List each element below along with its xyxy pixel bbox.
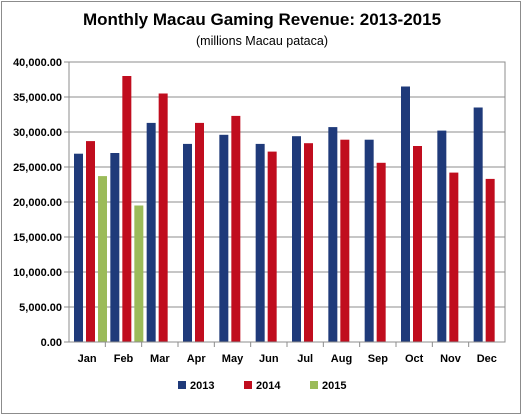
chart-title: Monthly Macau Gaming Revenue: 2013-2015 <box>82 10 442 29</box>
bar-2014-may <box>231 115 241 343</box>
bar-2013-nov <box>437 130 447 342</box>
bar-2015-jan <box>98 176 107 342</box>
y-tick-label: 0.00 <box>41 337 62 349</box>
x-tick-label: Apr <box>187 353 207 365</box>
legend-label-2013: 2013 <box>190 380 214 392</box>
bar-2014-mar <box>158 93 168 342</box>
legend-label-2015: 2015 <box>322 380 346 392</box>
bar-2013-jan <box>74 153 83 342</box>
bar-2015-feb <box>134 205 144 342</box>
bar-2014-sep <box>376 162 386 342</box>
bar-2013-oct <box>401 86 410 342</box>
y-tick-label: 40,000.00 <box>13 57 62 69</box>
x-tick-label: Dec <box>477 353 497 365</box>
y-tick-label: 5,000.00 <box>19 302 62 314</box>
chart-subtitle: (millions Macau pataca) <box>196 34 328 48</box>
bar-2013-may <box>219 134 229 342</box>
bar-2013-sep <box>364 139 374 342</box>
bar-2013-apr <box>183 143 192 342</box>
y-tick-label: 15,000.00 <box>13 232 62 244</box>
x-tick-label: Jul <box>297 353 313 365</box>
y-tick-label: 35,000.00 <box>13 92 62 104</box>
legend: 2013 2014 2015 <box>178 380 346 392</box>
bar-2014-dec <box>485 178 495 342</box>
x-tick-label: Nov <box>440 353 462 365</box>
legend-swatch-2013 <box>178 381 186 389</box>
x-tick-label: Mar <box>150 353 170 365</box>
y-tick-label: 30,000.00 <box>13 127 62 139</box>
bar-2014-jul <box>304 143 313 342</box>
x-tick-label: May <box>222 353 244 365</box>
bar-2013-jul <box>292 136 301 342</box>
bar-2014-jun <box>267 151 277 342</box>
bar-2013-jun <box>255 143 265 342</box>
bar-2013-feb <box>110 153 120 342</box>
y-tick-label: 20,000.00 <box>13 197 62 209</box>
bar-2013-mar <box>146 122 156 343</box>
x-tick-label: Jun <box>259 353 279 365</box>
y-axis-tick-labels: 0.00 5,000.00 10,000.00 15,000.00 20,000.00 2… <box>13 57 62 349</box>
bar-2014-oct <box>413 146 422 342</box>
y-tick-label: 10,000.00 <box>13 267 62 279</box>
bar-2014-apr <box>195 122 204 343</box>
y-tick-label: 25,000.00 <box>13 162 62 174</box>
x-tick-label: Sep <box>368 353 388 365</box>
bar-2013-aug <box>328 127 338 342</box>
x-tick-label: Feb <box>114 353 134 365</box>
x-tick-label: Oct <box>405 353 424 365</box>
legend-label-2014: 2014 <box>256 380 281 392</box>
bar-2013-dec <box>473 107 483 342</box>
bars <box>74 76 495 343</box>
x-axis-tick-labels: Jan Feb Mar Apr May Jun Jul Aug Sep Oct Nov Dec <box>78 353 497 365</box>
x-tick-label: Aug <box>331 353 352 365</box>
plot-area-border <box>68 61 506 343</box>
legend-swatch-2014 <box>244 381 252 389</box>
axes <box>68 61 506 347</box>
bar-2014-jan <box>86 141 95 342</box>
bar-2014-feb <box>122 76 132 342</box>
legend-swatch-2015 <box>310 381 318 389</box>
x-tick-label: Jan <box>78 353 97 365</box>
bar-2014-nov <box>449 172 459 342</box>
bar-2014-aug <box>340 139 350 342</box>
